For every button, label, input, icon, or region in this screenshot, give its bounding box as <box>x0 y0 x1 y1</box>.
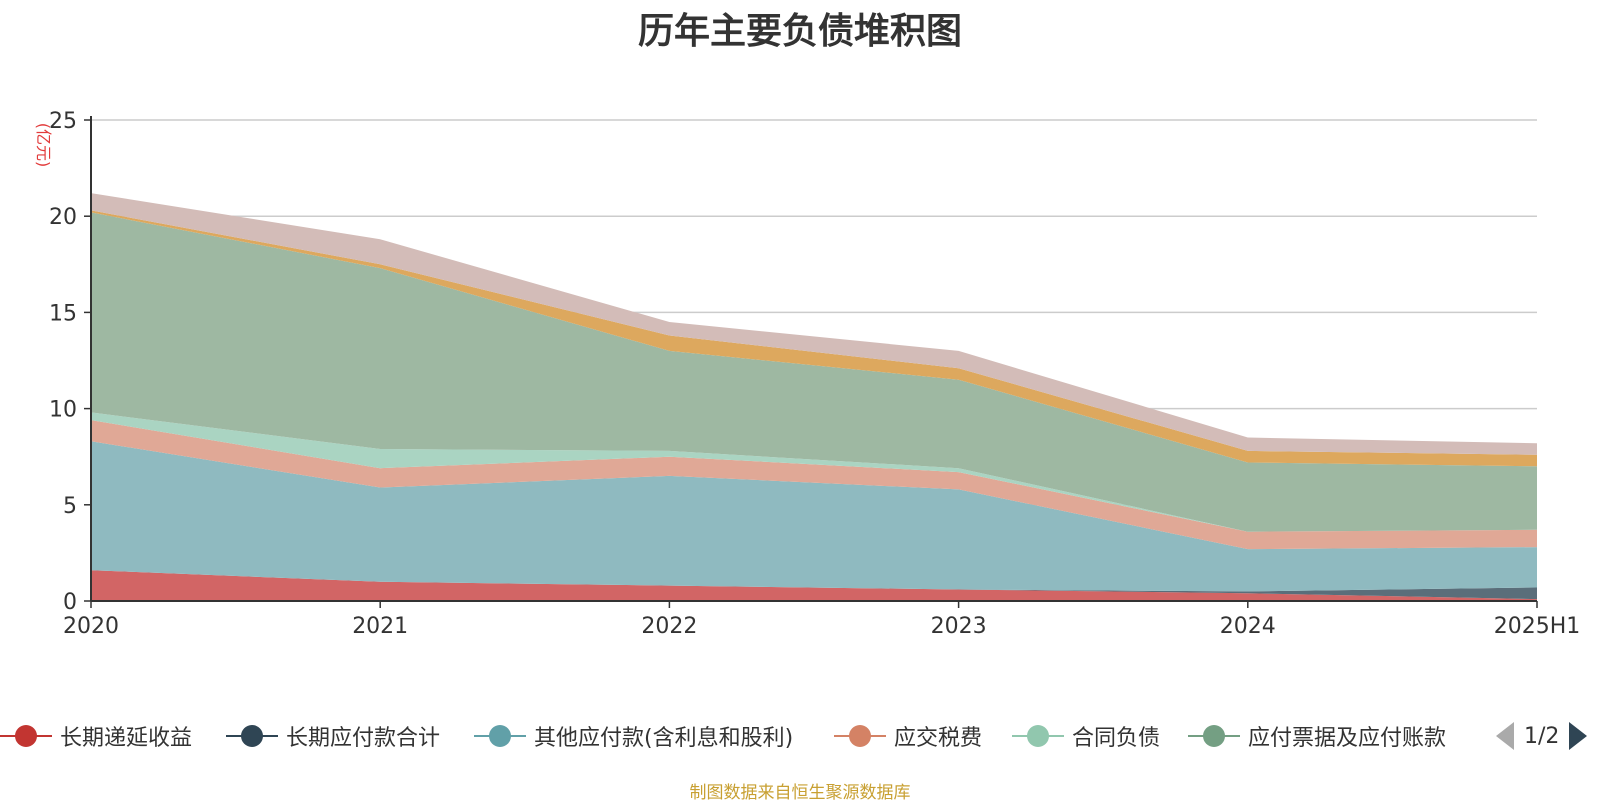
x-tick-label: 2025H1 <box>1494 614 1581 639</box>
legend-label: 其他应付款(含利息和股利) <box>534 726 794 751</box>
legend-item[interactable]: 应付票据及应付账款 <box>1188 718 1446 754</box>
stacked-areas <box>91 193 1537 601</box>
area-series-1 <box>91 570 1537 600</box>
area-series-0 <box>91 570 1537 601</box>
source-note: 制图数据来自恒生聚源数据库 <box>689 783 911 803</box>
area-series-7 <box>91 193 1537 455</box>
legend-marker-icon <box>1188 724 1240 748</box>
legend-prev-page-icon[interactable] <box>1496 722 1514 750</box>
y-tick-label: 25 <box>49 109 77 134</box>
legend-pager: 1/2 <box>1496 718 1588 754</box>
legend-label: 应付票据及应付账款 <box>1248 726 1447 751</box>
x-tick-label: 2021 <box>352 614 408 639</box>
chart-title: 历年主要负债堆积图 <box>637 11 962 52</box>
y-tick-label: 5 <box>63 494 77 519</box>
legend-item[interactable]: 其他应付款(含利息和股利) <box>474 718 793 754</box>
legend-next-page-icon[interactable] <box>1569 722 1588 750</box>
axes: 0 5 10 15 20 25 2020 2021 2022 2023 2024 2025H1 <box>49 109 1580 639</box>
chart-plot: 0 5 10 15 20 25 2020 2021 2022 2023 2024 2025H1 (亿元… <box>34 109 1580 639</box>
area-series-5 <box>91 212 1537 532</box>
y-tick-label: 20 <box>49 205 77 230</box>
x-tick-label: 2022 <box>641 614 697 639</box>
y-tick-label: 0 <box>63 590 77 615</box>
area-series-3 <box>91 420 1537 550</box>
x-tick-label: 2024 <box>1220 614 1276 639</box>
legend-item[interactable]: 长期应付款合计 <box>226 718 440 754</box>
legend-marker-icon <box>0 724 52 748</box>
legend: 长期递延收益 长期应付款合计 其他应付款(含利息和股利) 应交税费 合同负债 应付票据及应… <box>0 718 1600 754</box>
legend-label: 合同负债 <box>1072 726 1161 751</box>
legend-label: 应交税费 <box>894 726 983 751</box>
legend-page-indicator: 1/2 <box>1524 723 1560 749</box>
legend-marker-icon <box>474 724 526 748</box>
x-tick-label: 2020 <box>63 614 119 639</box>
legend-item[interactable]: 合同负债 <box>1012 718 1160 754</box>
legend-label: 长期应付款合计 <box>286 726 441 751</box>
y-axis-unit-label: (亿元) <box>34 123 53 168</box>
legend-label: 长期递延收益 <box>60 726 193 751</box>
y-tick-label: 15 <box>49 301 77 326</box>
y-tick-label: 10 <box>49 398 77 423</box>
area-series-2 <box>91 441 1537 592</box>
legend-marker-icon <box>226 724 278 748</box>
legend-marker-icon <box>834 724 886 748</box>
x-tick-label: 2023 <box>931 614 987 639</box>
legend-item[interactable]: 应交税费 <box>834 718 982 754</box>
legend-item[interactable]: 长期递延收益 <box>0 718 192 754</box>
legend-marker-icon <box>1012 724 1064 748</box>
